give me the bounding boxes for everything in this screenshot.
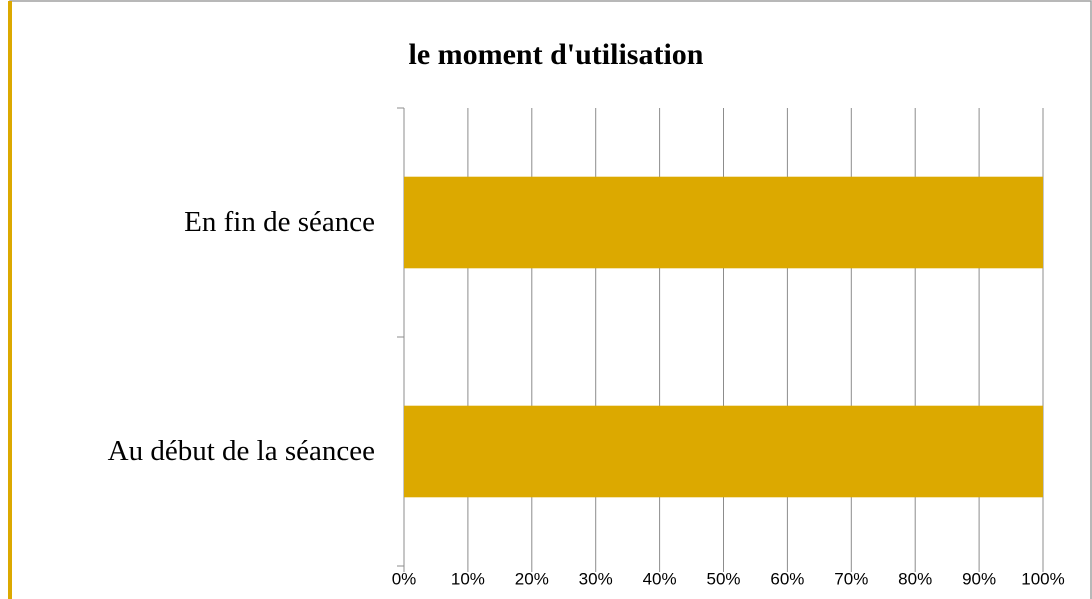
y-tick-label: En fin de séance xyxy=(184,206,375,238)
chart-frame xyxy=(9,0,1092,599)
x-tick-label: 60% xyxy=(770,569,804,588)
x-tick-label: 50% xyxy=(706,569,740,588)
x-tick-label: 0% xyxy=(392,569,417,588)
bar xyxy=(404,176,1043,269)
chart-title: le moment d'utilisation xyxy=(408,38,703,71)
x-tick-label: 100% xyxy=(1021,569,1064,588)
y-tick-label: Au début de la séancee xyxy=(108,435,375,467)
x-tick-label: 70% xyxy=(834,569,868,588)
x-tick-label: 80% xyxy=(898,569,932,588)
x-tick-label: 40% xyxy=(643,569,677,588)
x-tick-label: 20% xyxy=(515,569,549,588)
x-tick-label: 10% xyxy=(451,569,485,588)
x-tick-label: 30% xyxy=(579,569,613,588)
bar xyxy=(404,405,1043,498)
x-tick-label: 90% xyxy=(962,569,996,588)
